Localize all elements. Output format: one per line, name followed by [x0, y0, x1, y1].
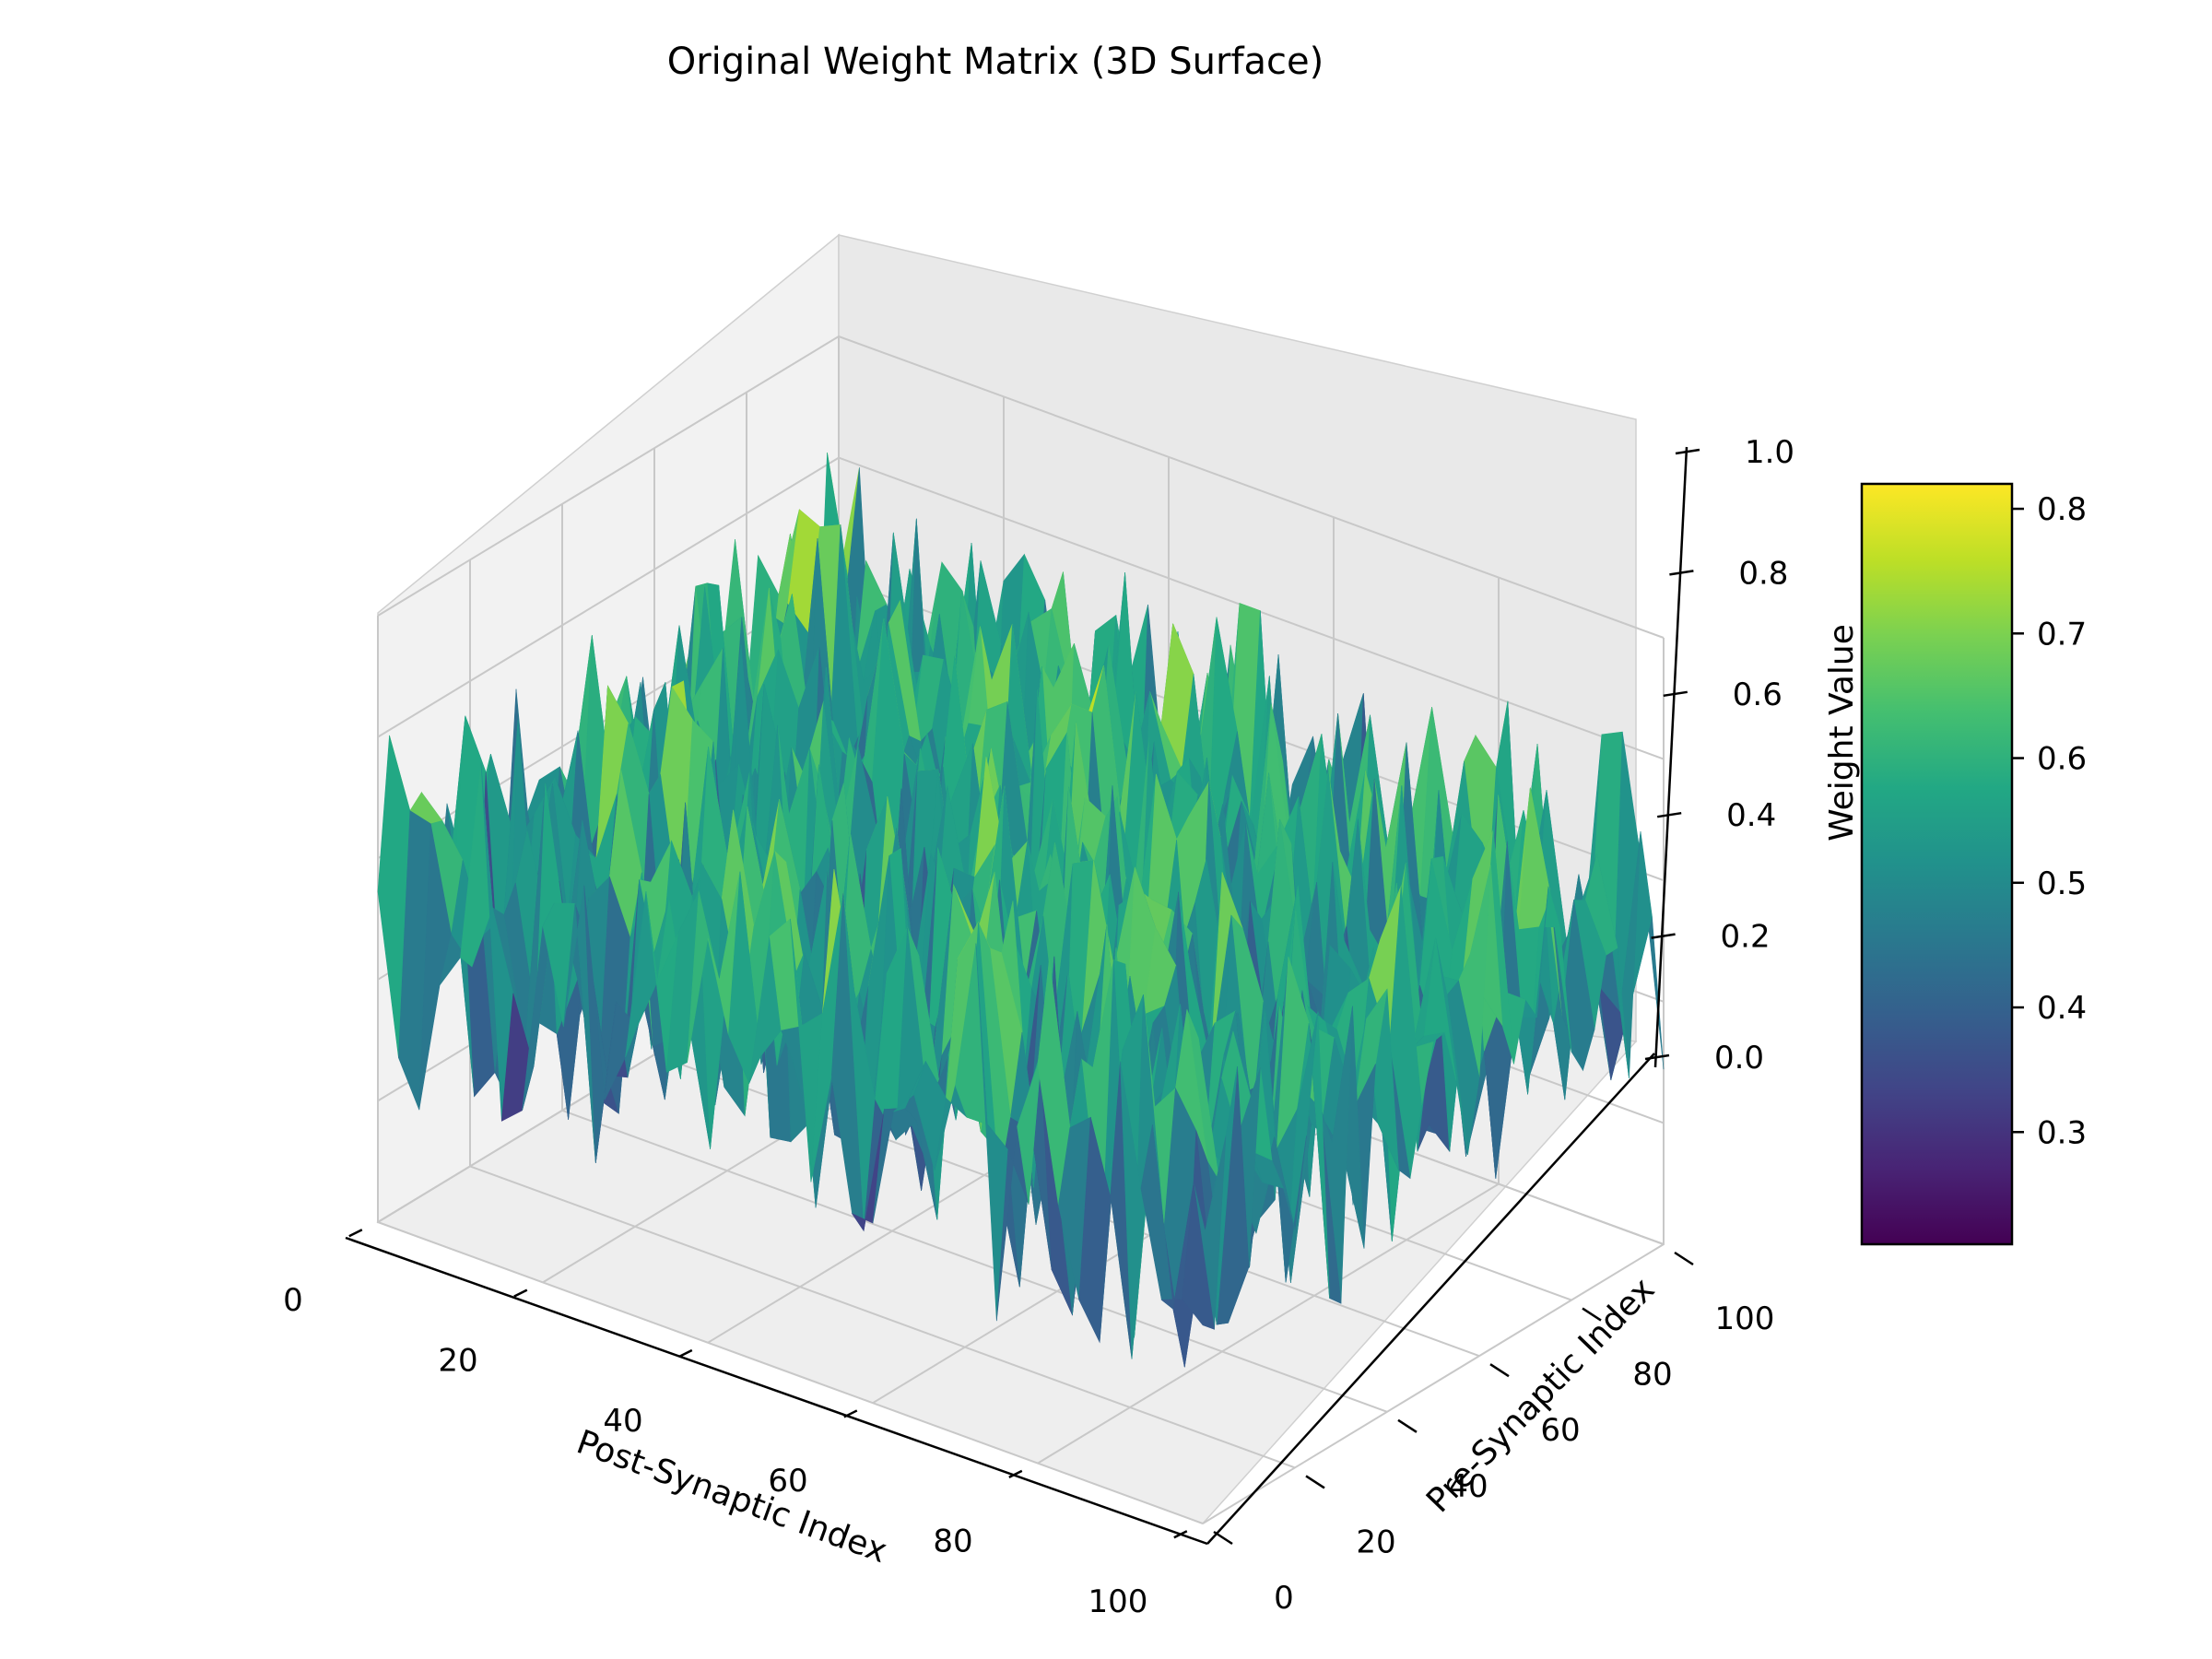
z-axis-label: Weight Value: [1823, 624, 1861, 841]
colorbar-tick-label: 0.7: [2037, 616, 2087, 653]
x-tick-mark: [1008, 1469, 1023, 1478]
x-tick-label: 80: [933, 1524, 972, 1560]
x-tick-mark: [513, 1288, 528, 1298]
y-tick-label: 60: [1540, 1412, 1580, 1449]
y-tick-mark: [1397, 1418, 1418, 1433]
z-axis-ticks: 0.0 0.2 0.4 0.6 0.8 1.0: [1644, 434, 1794, 1077]
x-tick-mark: [843, 1409, 858, 1418]
x-tick-mark: [348, 1229, 363, 1238]
chart-title: Original Weight Matrix (3D Surface): [667, 41, 1324, 83]
x-axis-label: Post-Synaptic Index: [571, 1423, 891, 1571]
colorbar-tick-label: 0.4: [2037, 990, 2087, 1027]
y-tick-mark: [1489, 1363, 1510, 1378]
x-tick-label: 40: [603, 1403, 642, 1440]
colorbar-ticks: 0.3 0.4 0.5 0.6 0.7 0.8: [2012, 491, 2087, 1151]
z-tick-mark: [1663, 690, 1688, 698]
y-axis-ticks: 0 20 40 60 80 100: [1213, 1251, 1775, 1617]
x-tick-mark: [1173, 1530, 1188, 1539]
x-axis-line: [345, 1236, 1208, 1546]
y-tick-mark: [1674, 1251, 1694, 1266]
colorbar-tick-label: 0.8: [2037, 491, 2087, 528]
y-tick-label: 100: [1715, 1300, 1775, 1337]
x-tick-label: 0: [283, 1282, 303, 1319]
y-tick-label: 80: [1632, 1357, 1672, 1394]
colorbar-gradient: [1860, 482, 2014, 1246]
colorbar-tick-label: 0.5: [2037, 865, 2087, 902]
y-tick-label: 20: [1356, 1524, 1395, 1560]
x-axis-ticks: 0 20 40 60 80 100: [283, 1229, 1188, 1620]
surface-plot: [377, 452, 1665, 1368]
z-tick-mark: [1675, 448, 1700, 455]
colorbar-tick-label: 0.6: [2037, 741, 2087, 778]
z-tick-label: 0.0: [1714, 1040, 1764, 1077]
z-tick-label: 0.8: [1738, 555, 1788, 592]
z-tick-mark: [1657, 811, 1682, 818]
colorbar-tick-label: 0.3: [2037, 1114, 2087, 1151]
z-tick-mark: [1669, 570, 1694, 576]
x-tick-label: 60: [768, 1463, 807, 1500]
axis-lines: [345, 446, 1688, 1546]
x-tick-label: 100: [1088, 1583, 1148, 1620]
colorbar: 0.3 0.4 0.5 0.6 0.7 0.8: [1860, 482, 2087, 1246]
y-tick-mark: [1213, 1530, 1233, 1546]
surface-patch: [1182, 1182, 1215, 1330]
y-tick-mark: [1582, 1307, 1602, 1322]
z-tick-mark: [1644, 1053, 1670, 1061]
z-tick-label: 0.2: [1721, 919, 1771, 956]
y-tick-label: 40: [1448, 1468, 1488, 1505]
gridline-z: [377, 335, 1665, 639]
z-axis-line: [1653, 446, 1688, 1068]
y-tick-mark: [1305, 1475, 1325, 1489]
z-tick-label: 1.0: [1745, 434, 1794, 471]
x-tick-label: 20: [438, 1342, 477, 1379]
gridline-z: [377, 456, 1665, 760]
y-axis-label: Pre-Synaptic Index: [1419, 1271, 1662, 1521]
z-tick-mark: [1651, 933, 1676, 939]
z-tick-label: 0.4: [1726, 797, 1776, 834]
y-tick-label: 0: [1274, 1580, 1294, 1617]
z-tick-label: 0.6: [1733, 677, 1783, 713]
y-axis-line: [1206, 1053, 1655, 1545]
x-tick-mark: [678, 1348, 693, 1359]
